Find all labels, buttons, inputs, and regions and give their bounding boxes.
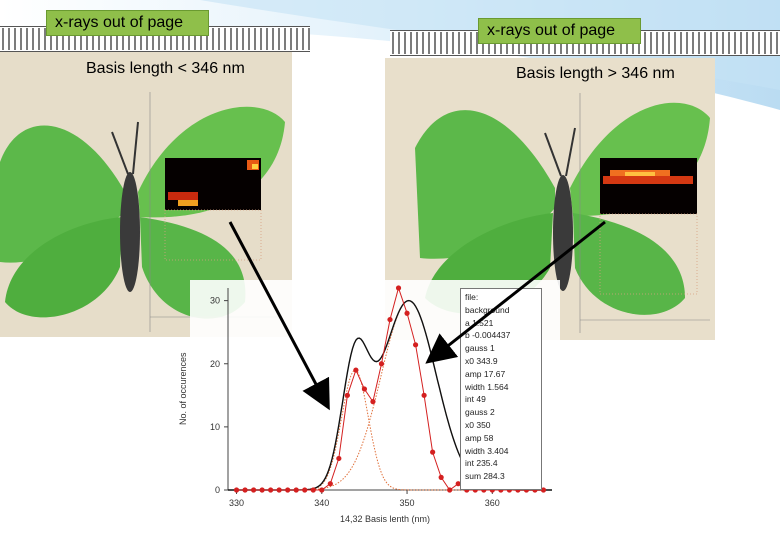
data-point: [438, 474, 444, 480]
data-point: [540, 487, 547, 493]
right-hindwing-right: [573, 213, 685, 315]
data-point: [302, 487, 308, 493]
x-tick-label: 330: [229, 498, 244, 508]
data-point: [327, 481, 333, 487]
x-tick-label: 350: [400, 498, 415, 508]
legend-line: int 49: [465, 394, 486, 405]
data-point: [421, 392, 427, 398]
data-point: [233, 487, 240, 493]
data-point: [276, 487, 282, 493]
y-tick-label: 30: [210, 296, 220, 306]
legend-line: b -0.004437: [465, 330, 511, 341]
legend-line: width 1.564: [465, 381, 509, 392]
data-point: [455, 481, 461, 487]
data-point: [361, 386, 368, 392]
legend-line: gauss 2: [465, 407, 495, 418]
data-point: [259, 487, 265, 493]
arrow-right: [425, 220, 606, 364]
arrow-left: [228, 221, 330, 411]
legend-line: gauss 1: [465, 343, 495, 354]
x-axis-title: 14,32 Basis lenth (nm): [340, 514, 431, 524]
y-tick-label: 20: [210, 359, 220, 369]
data-point: [412, 342, 419, 348]
data-point: [395, 285, 402, 291]
x-tick-label: 360: [485, 498, 500, 508]
data-point: [344, 392, 350, 398]
body-left: [120, 172, 140, 292]
body-right: [553, 175, 573, 291]
data-point: [285, 487, 291, 493]
x-tick-label: 340: [314, 498, 329, 508]
data-point: [310, 487, 316, 493]
xray-heatmap-right: [600, 158, 697, 214]
legend-line: x0 350: [465, 420, 491, 430]
legend-line: sum 284.3: [465, 471, 505, 482]
xray-label-left: x-rays out of page: [46, 10, 209, 36]
antenna-left-2: [132, 121, 139, 175]
data-point: [268, 487, 274, 493]
data-point: [319, 487, 325, 493]
legend-line: x0 343.9: [465, 356, 498, 366]
y-tick-label: 0: [215, 485, 220, 495]
legend-line: width 3.404: [465, 445, 509, 456]
data-point: [404, 310, 410, 316]
data-point: [370, 399, 376, 405]
data-point: [242, 487, 248, 493]
legend-line: background: [465, 304, 510, 315]
legend-line: file:: [465, 292, 479, 302]
y-tick-label: 10: [210, 422, 220, 432]
xray-label-right: x-rays out of page: [478, 18, 641, 44]
data-point: [250, 487, 257, 493]
data-point: [293, 487, 299, 493]
basis-label-left: Basis length < 346 nm: [86, 60, 245, 77]
legend-line: amp 17.67: [465, 368, 506, 379]
legend-line: amp 58: [465, 432, 494, 443]
data-point: [447, 487, 453, 493]
data-point: [336, 455, 342, 462]
data-point: [378, 361, 385, 367]
antenna-left-1: [111, 131, 129, 175]
data-point: [387, 316, 393, 323]
basis-label-right: Basis length > 346 nm: [516, 65, 675, 82]
data-point: [430, 449, 436, 455]
left-hindwing-left: [5, 217, 122, 318]
legend-line: int 235.4: [465, 458, 498, 469]
data-point: [353, 367, 359, 373]
